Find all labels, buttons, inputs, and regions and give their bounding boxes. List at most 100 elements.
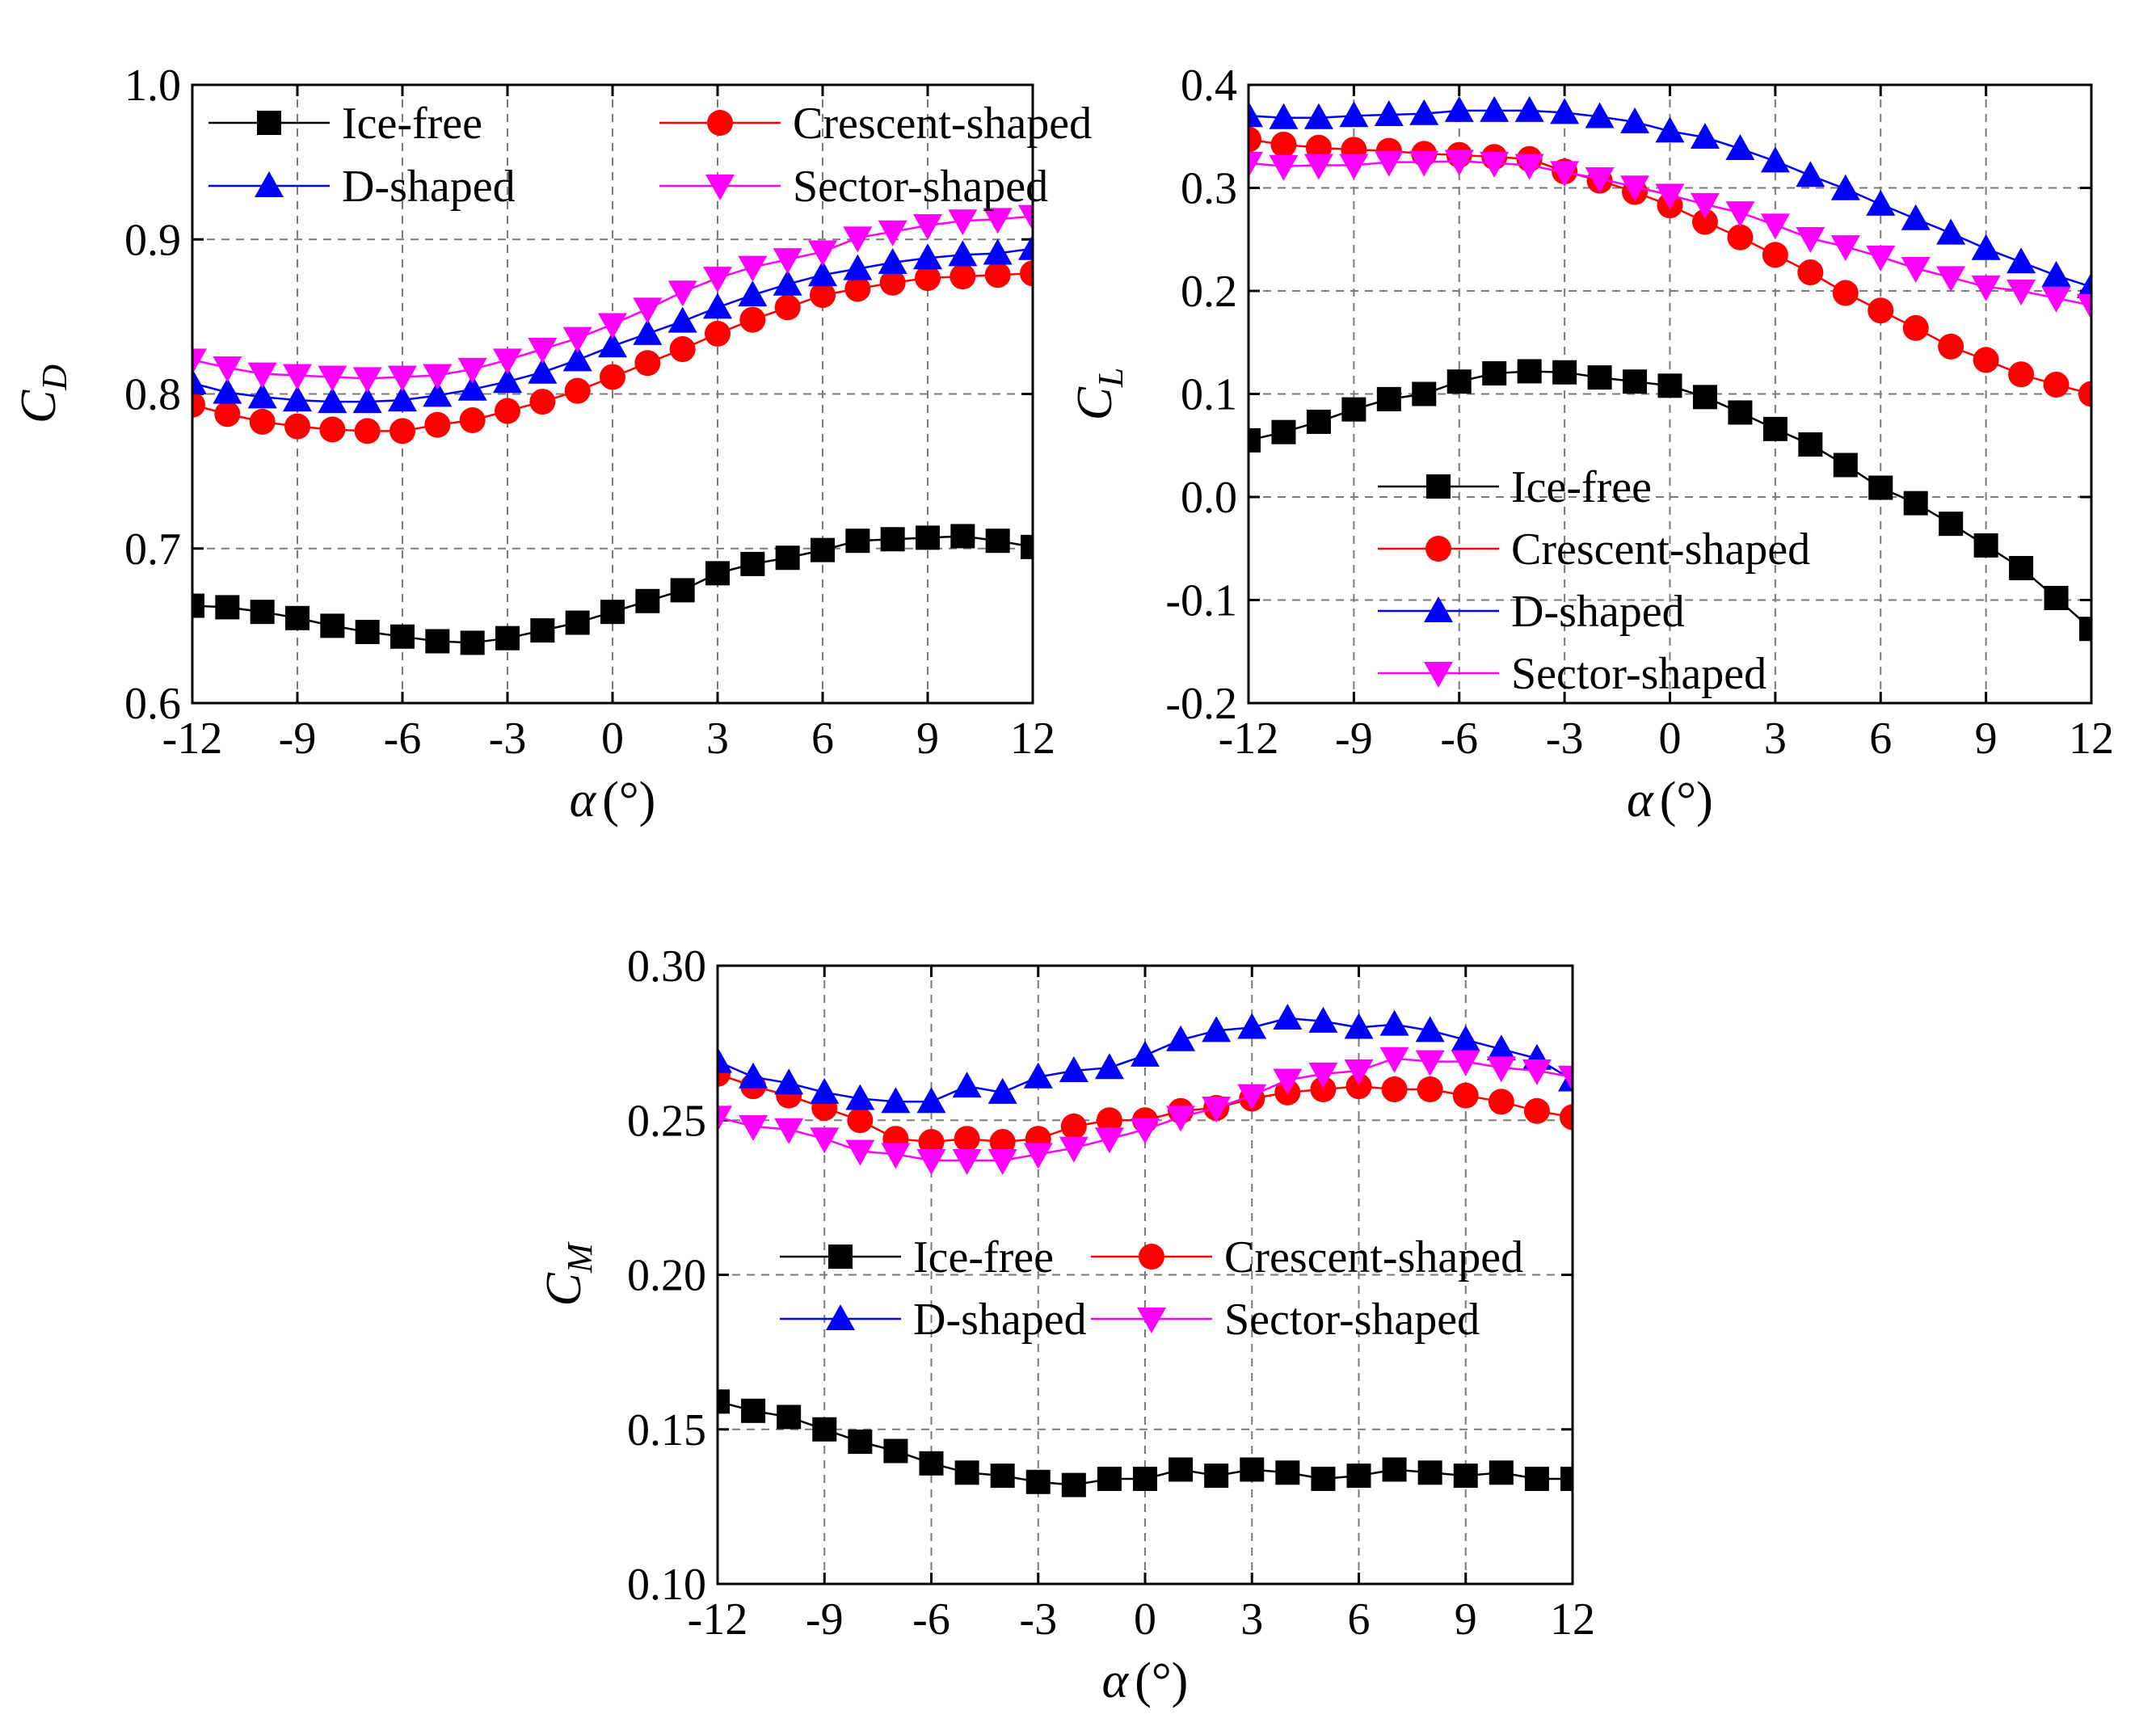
data-point [247, 362, 277, 389]
data-point [1131, 1040, 1160, 1067]
data-point [1023, 1143, 1053, 1169]
data-point [1655, 116, 1685, 143]
data-point [843, 226, 873, 253]
data-point [848, 1430, 873, 1455]
data-point [1310, 1076, 1337, 1102]
data-point [1059, 1136, 1089, 1163]
y-tick-label: 0.20 [627, 1251, 706, 1301]
data-point [1868, 297, 1894, 324]
data-point [705, 320, 731, 347]
data-point [319, 416, 346, 443]
data-point [667, 280, 697, 307]
data-point [984, 262, 1011, 288]
data-point [562, 326, 592, 353]
data-point [879, 269, 906, 296]
data-point [352, 367, 382, 394]
x-tick-label: -6 [1440, 714, 1478, 764]
x-tick-label: 3 [1764, 714, 1787, 764]
lift-coefficient-chart: -12 -9 -6 -3 0 3 6 9 12 -0.2 -0.1 0.0 0.1 0.2 0.3 0.4 α(… [1067, 61, 2114, 828]
data-point [1025, 1469, 1051, 1494]
series-d-shaped [718, 1004, 1573, 1114]
legend-entry: Sector-shaped [1091, 1295, 1480, 1345]
legend-entry: D-shaped [1378, 587, 1685, 637]
data-point [635, 588, 660, 613]
data-point [989, 1129, 1016, 1156]
x-tick-label: -12 [162, 714, 223, 764]
data-point [1830, 235, 1860, 262]
x-tick-label: 0 [601, 714, 624, 764]
data-point [1308, 1062, 1338, 1089]
data-point [1415, 1050, 1445, 1076]
y-tick-label: 0.0 [1181, 473, 1237, 523]
data-point [878, 220, 907, 246]
data-point [1901, 256, 1931, 283]
data-point [1308, 1006, 1338, 1033]
data-point [283, 364, 312, 390]
data-point [1452, 1082, 1479, 1109]
data-point [774, 1068, 804, 1095]
plot-frame [1247, 83, 2093, 705]
data-point [192, 593, 204, 618]
data-point [987, 1148, 1017, 1175]
y-axis-label-main: C [11, 390, 66, 423]
data-point [739, 1062, 768, 1089]
x-axis-label: α (°) [570, 773, 656, 828]
data-point [1237, 1013, 1267, 1039]
data-point [495, 625, 520, 651]
data-point [1275, 1460, 1300, 1485]
data-point [1517, 359, 1542, 384]
data-point [528, 357, 558, 384]
legend-marker [1424, 662, 1453, 688]
data-point [1202, 1016, 1232, 1042]
legend-marker [1137, 1308, 1166, 1333]
data-point [460, 630, 485, 655]
legend-entry: Ice-free [780, 1232, 1054, 1282]
x-tick-label: -9 [279, 714, 317, 764]
series-group [1249, 95, 2091, 642]
data-point [2007, 280, 2036, 305]
data-point [1311, 1466, 1336, 1491]
legend-label: Ice-free [342, 99, 482, 149]
data-point [459, 407, 486, 434]
moment-coefficient-chart: -12 -9 -6 -3 0 3 6 9 12 0.10 0.15 0.20 0.25 0.30 α (°) C… [537, 941, 1595, 1708]
x-tick-label: 12 [1010, 714, 1055, 764]
data-point [983, 208, 1013, 234]
x-tick-label: -12 [688, 1594, 748, 1645]
data-point [739, 1114, 768, 1141]
data-point [1522, 1059, 1552, 1086]
y-tick-label: 0.6 [124, 679, 181, 729]
legend-marker [255, 171, 284, 197]
data-point [1796, 161, 1825, 187]
data-point [1344, 1059, 1374, 1086]
data-point [985, 529, 1010, 554]
x-axis-unit: (°) [1135, 1653, 1188, 1708]
data-point [1973, 533, 1998, 558]
data-point [2079, 617, 2091, 642]
data-point [1901, 204, 1931, 230]
legend-marker [828, 1245, 853, 1269]
data-point [1306, 409, 1331, 434]
legend-label: Crescent-shaped [1511, 524, 1810, 575]
legend-entry: Ice-free [1378, 462, 1652, 512]
data-point [1971, 234, 2001, 260]
data-point [1269, 103, 1299, 129]
data-point [424, 411, 451, 438]
legend-marker [707, 110, 733, 136]
data-point [1097, 1466, 1122, 1491]
data-point [318, 387, 347, 414]
data-point [1552, 360, 1577, 385]
data-point [1412, 381, 1437, 406]
data-point [529, 389, 556, 415]
data-point [916, 525, 940, 550]
data-point [633, 297, 663, 324]
data-point [1939, 512, 1964, 537]
x-tick-label: -9 [1335, 714, 1373, 764]
series-sector-shaped [718, 1047, 1573, 1175]
legend-marker [1426, 474, 1451, 499]
data-point [843, 254, 873, 280]
data-point [423, 381, 453, 407]
data-point [847, 1107, 874, 1134]
y-tick-label: 1.0 [124, 61, 181, 111]
series-ice-free [718, 1389, 1573, 1497]
y-axis-label: CM [537, 1241, 600, 1306]
